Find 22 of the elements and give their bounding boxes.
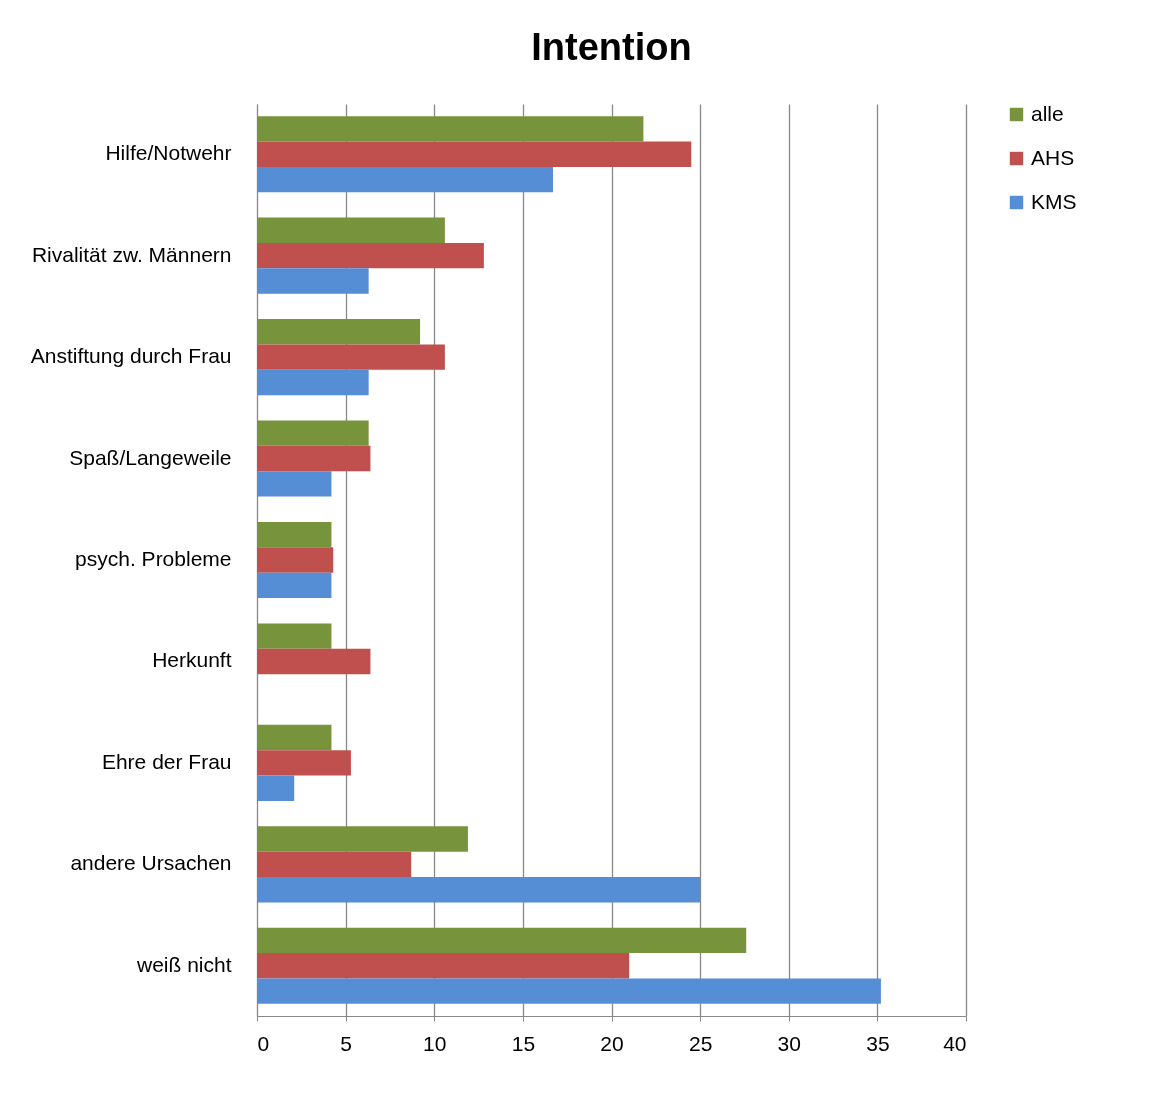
y-tick-label: weiß nicht (135, 952, 232, 976)
x-tick-label: 40 (943, 1031, 967, 1055)
y-tick-label: Anstiftung durch Frau (30, 344, 232, 368)
chart-title: Intention (531, 26, 692, 68)
y-tick-label: Herkunft (152, 648, 232, 672)
x-tick-label: 0 (257, 1031, 270, 1055)
legend-label: KMS (1031, 189, 1077, 213)
x-tick-label: 15 (511, 1031, 536, 1055)
x-tick-label: 35 (866, 1031, 890, 1055)
y-tick-label: andere Ursachen (70, 851, 232, 875)
y-tick-label: psych. Probleme (75, 547, 232, 570)
y-tick-label: Rivalität zw. Männern (31, 242, 232, 266)
legend-label: AHS (1031, 145, 1075, 169)
x-tick-label: 10 (423, 1031, 447, 1055)
y-tick-label: Spaß/Langeweile (69, 445, 232, 469)
x-tick-label: 25 (688, 1031, 713, 1055)
x-tick-label: 30 (777, 1031, 801, 1055)
y-tick-label: Hilfe/Notwehr (105, 141, 232, 165)
legend-label: alle (1031, 101, 1064, 125)
x-tick-label: 5 (340, 1031, 352, 1055)
y-tick-label: Ehre der Frau (101, 749, 232, 773)
x-tick-label: 20 (600, 1031, 624, 1055)
